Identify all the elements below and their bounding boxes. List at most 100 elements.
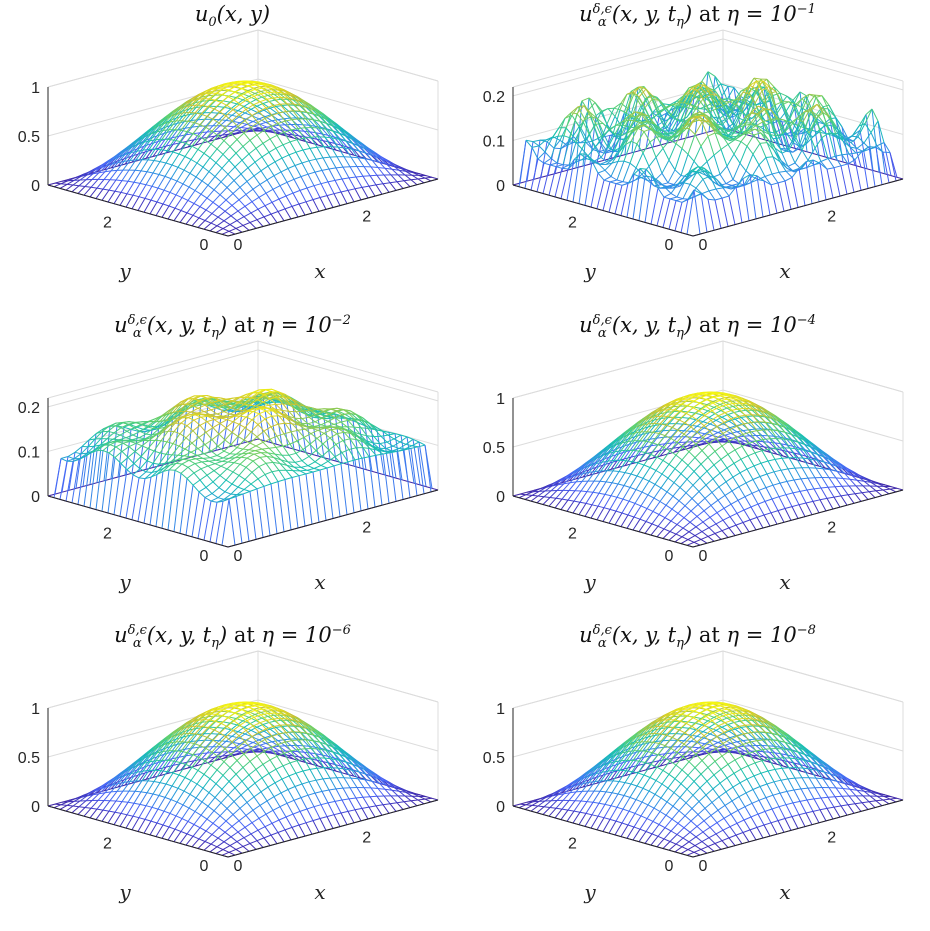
- mesh-segment: [727, 154, 734, 166]
- mesh-segment: [194, 204, 200, 207]
- mesh-segment: [250, 220, 257, 223]
- mesh-segment: [168, 139, 174, 140]
- mesh-segment: [90, 188, 97, 197]
- mesh-segment: [183, 173, 190, 184]
- mesh-segment: [225, 109, 231, 114]
- mesh-segment: [243, 225, 249, 230]
- mesh-segment: [233, 194, 239, 200]
- mesh-segment: [702, 132, 709, 134]
- mesh-segment: [201, 466, 208, 469]
- mesh-segment: [236, 225, 243, 228]
- mesh-segment: [141, 457, 147, 461]
- mesh-segment: [216, 458, 223, 460]
- mesh-segment: [604, 177, 611, 181]
- mesh-segment: [278, 121, 285, 123]
- mesh-segment: [579, 154, 586, 204]
- mesh-segment: [286, 111, 293, 112]
- surface-mesh: [48, 389, 438, 547]
- mesh-segment: [123, 443, 129, 447]
- mesh-segment: [174, 473, 181, 531]
- mesh-segment: [221, 418, 227, 420]
- mesh-segment: [232, 200, 239, 206]
- mesh-segment: [108, 458, 115, 514]
- mesh-segment: [605, 170, 611, 176]
- mesh-segment: [238, 211, 244, 217]
- mesh-segment: [411, 179, 418, 180]
- mesh-segment: [250, 140, 256, 148]
- mesh-segment: [243, 140, 250, 146]
- mesh-segment: [651, 188, 658, 224]
- mesh-segment: [307, 188, 313, 200]
- mesh-segment: [664, 197, 670, 199]
- mesh-segment: [244, 213, 251, 217]
- mesh-segment: [792, 177, 798, 207]
- mesh-segment: [596, 123, 603, 124]
- mesh-segment: [225, 440, 231, 445]
- mesh-segment: [597, 160, 604, 162]
- mesh-segment: [695, 134, 701, 146]
- mesh-segment: [171, 167, 178, 178]
- mesh-segment: [848, 164, 854, 192]
- mesh-segment: [255, 88, 262, 89]
- mesh-segment: [201, 194, 207, 198]
- mesh-segment: [563, 138, 570, 165]
- mesh-segment: [76, 487, 83, 489]
- mesh-segment: [148, 440, 155, 448]
- mesh-segment: [251, 209, 258, 213]
- mesh-segment: [364, 167, 370, 176]
- mesh-segment: [135, 452, 141, 457]
- mesh-segment: [335, 179, 342, 180]
- mesh-segment: [681, 154, 688, 175]
- mesh-segment: [191, 449, 198, 453]
- mesh-segment: [162, 470, 169, 528]
- mesh-segment: [611, 177, 617, 181]
- mesh-segment: [198, 408, 204, 411]
- mesh-segment: [834, 166, 841, 168]
- mesh-segment: [630, 163, 636, 168]
- mesh-segment: [262, 152, 269, 157]
- mesh-segment: [284, 118, 290, 119]
- mesh-segment: [127, 182, 134, 194]
- mesh-segment: [376, 185, 382, 194]
- mesh-segment: [525, 147, 532, 188]
- mesh-segment: [191, 160, 197, 164]
- mesh-segment: [689, 129, 695, 135]
- mesh-segment: [233, 187, 240, 193]
- mesh-segment: [586, 141, 592, 142]
- mesh-segment: [196, 177, 202, 181]
- mesh-segment: [237, 217, 244, 221]
- mesh-segment: [519, 140, 526, 186]
- mesh-segment: [236, 146, 243, 153]
- x-axis-label: x: [314, 259, 325, 283]
- mesh-segment: [154, 161, 160, 162]
- mesh-segment: [258, 209, 264, 217]
- mesh-segment: [225, 205, 232, 211]
- mesh-segment: [128, 170, 135, 181]
- mesh-segment: [310, 147, 317, 148]
- mesh-segment: [243, 223, 250, 226]
- mesh-segment: [715, 198, 722, 200]
- mesh-segment: [708, 136, 714, 155]
- mesh-segment: [676, 201, 682, 203]
- mesh-segment: [735, 140, 741, 142]
- mesh-segment: [280, 104, 287, 105]
- mesh-segment: [260, 180, 267, 185]
- mesh-segment: [191, 452, 197, 455]
- mesh-segment: [54, 184, 61, 187]
- mesh-segment: [533, 142, 539, 146]
- mesh-segment: [861, 167, 867, 169]
- mesh-segment: [663, 199, 670, 228]
- mesh-segment: [643, 153, 649, 167]
- mesh-segment: [304, 138, 310, 148]
- mesh-segment: [306, 200, 313, 202]
- mesh-segment: [310, 148, 316, 159]
- mesh-segment: [157, 202, 163, 204]
- mesh-segment: [785, 181, 791, 209]
- mesh-segment: [295, 166, 301, 177]
- mesh-segment: [209, 172, 215, 177]
- mesh-segment: [316, 159, 322, 170]
- mesh-segment: [196, 459, 202, 462]
